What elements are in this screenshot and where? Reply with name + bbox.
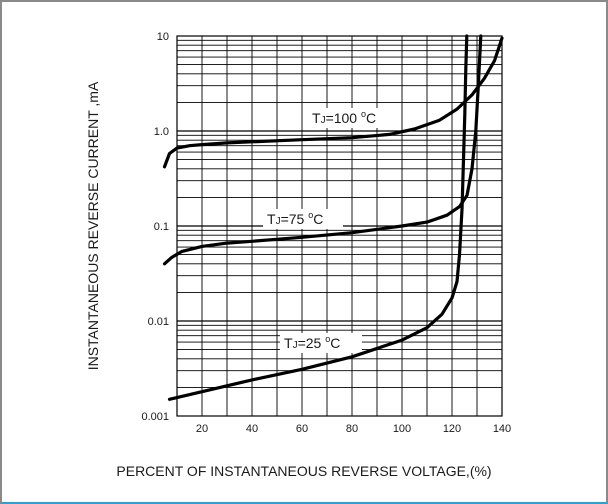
x-tick-label: 140 [493, 423, 511, 435]
label-tj-25c: TJ=25 oC [284, 334, 340, 351]
y-tick-label: 1.0 [154, 126, 169, 138]
curve-tj-75c [165, 36, 481, 264]
x-tick-label: 80 [346, 423, 358, 435]
x-tick-label: 100 [393, 423, 411, 435]
y-tick-label: 0.1 [154, 221, 169, 233]
x-tick-label: 20 [196, 423, 208, 435]
y-tick-label: 0.01 [148, 316, 169, 328]
x-tick-label: 120 [443, 423, 461, 435]
tick-labels: 20 40 60 80 100 120 140 0.001 0.01 0.1 1.0 10 [141, 31, 511, 435]
y-axis-label: INSTANTANEOUS REVERSE CURRENT ,mA [85, 81, 101, 370]
y-tick-label: 0.001 [141, 411, 169, 423]
x-tick-label: 60 [296, 423, 308, 435]
x-axis-label: PERCENT OF INSTANTANEOUS REVERSE VOLTAGE… [116, 463, 491, 479]
x-tick-label: 40 [246, 423, 258, 435]
label-tj-75c: TJ=75 oC [267, 210, 323, 227]
y-tick-label: 10 [157, 31, 169, 43]
